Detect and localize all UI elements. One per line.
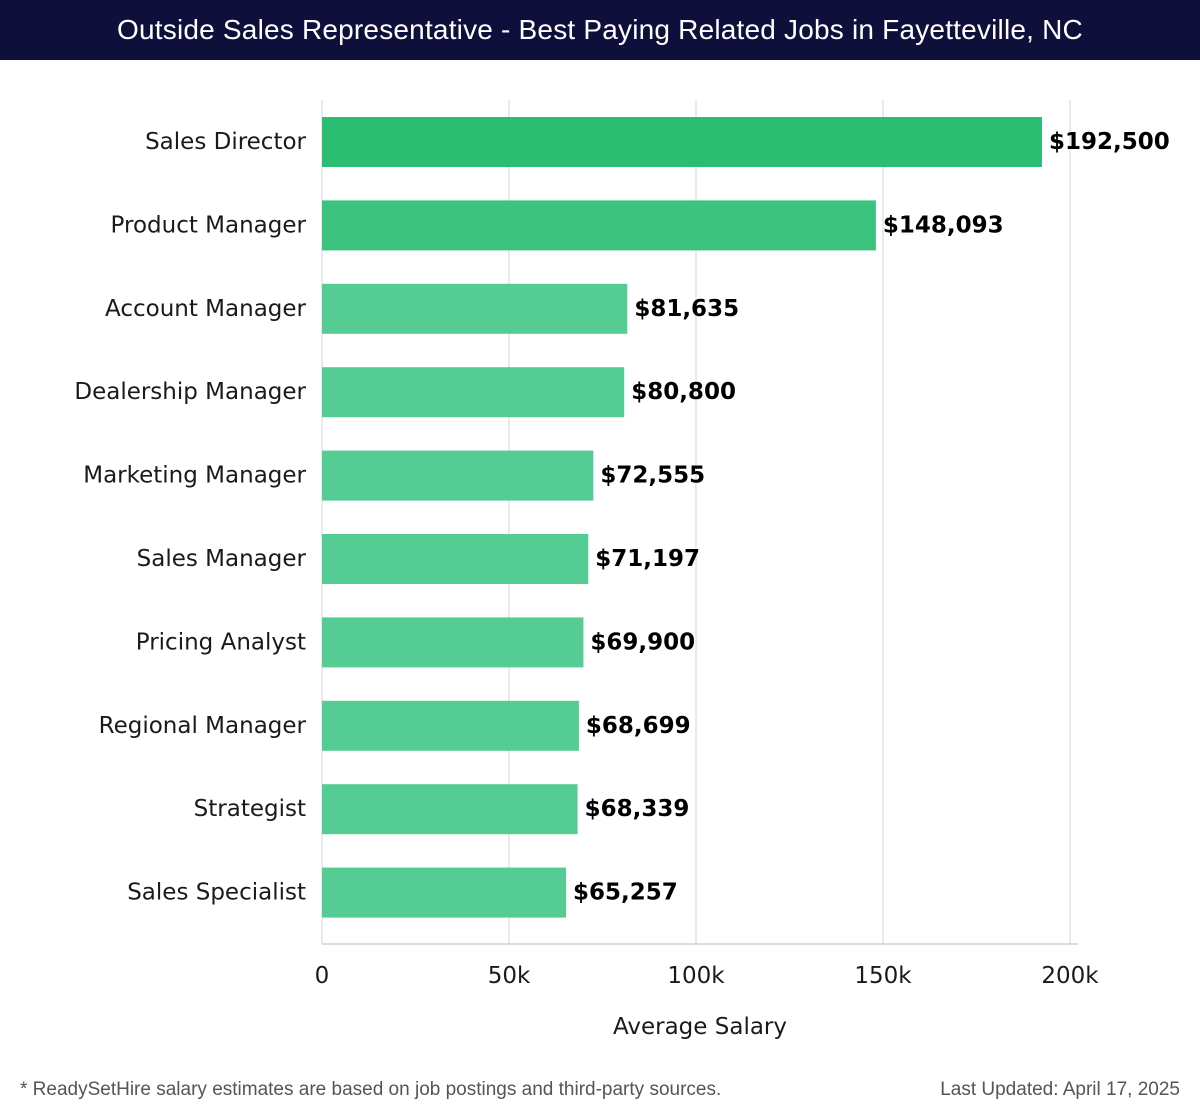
category-label: Sales Specialist [127,880,306,906]
value-label: $81,635 [634,296,739,322]
category-label: Strategist [194,796,306,822]
value-label: $68,699 [586,713,691,739]
value-label: $65,257 [573,880,678,906]
bar [322,617,584,668]
footer-note: * ReadySetHire salary estimates are base… [20,1079,722,1100]
x-tick-label: 50k [488,963,531,989]
value-label: $68,339 [585,796,690,822]
bar-chart: Sales Director $192,500 Product Manager $14… [74,100,1170,1040]
bar [322,700,579,751]
category-label: Product Manager [111,212,307,238]
x-axis-title: Average Salary [613,1014,787,1040]
bar [322,450,594,501]
value-label: $71,197 [595,546,700,572]
category-label: Sales Director [145,129,306,155]
bar [322,367,625,418]
category-label: Marketing Manager [83,463,306,489]
category-label: Pricing Analyst [136,629,306,655]
bar [322,867,567,918]
value-label: $80,800 [631,379,736,405]
category-label: Dealership Manager [74,379,306,405]
bar [322,534,589,584]
value-label: $69,900 [590,629,695,655]
category-label: Sales Manager [137,546,307,572]
bar [322,283,628,334]
value-label: $72,555 [600,463,705,489]
chart-title: Outside Sales Representative - Best Payi… [0,0,1200,60]
bar [322,117,1042,167]
value-label: $192,500 [1049,129,1170,155]
bar [322,200,876,251]
x-tick-label: 0 [315,963,330,989]
category-label: Regional Manager [99,713,307,739]
value-label: $148,093 [883,212,1004,238]
x-tick-label: 100k [667,963,725,989]
category-label: Account Manager [105,296,307,322]
x-tick-label: 150k [854,963,912,989]
footer-updated: Last Updated: April 17, 2025 [940,1079,1180,1100]
bar [322,784,578,835]
x-tick-label: 200k [1041,963,1099,989]
